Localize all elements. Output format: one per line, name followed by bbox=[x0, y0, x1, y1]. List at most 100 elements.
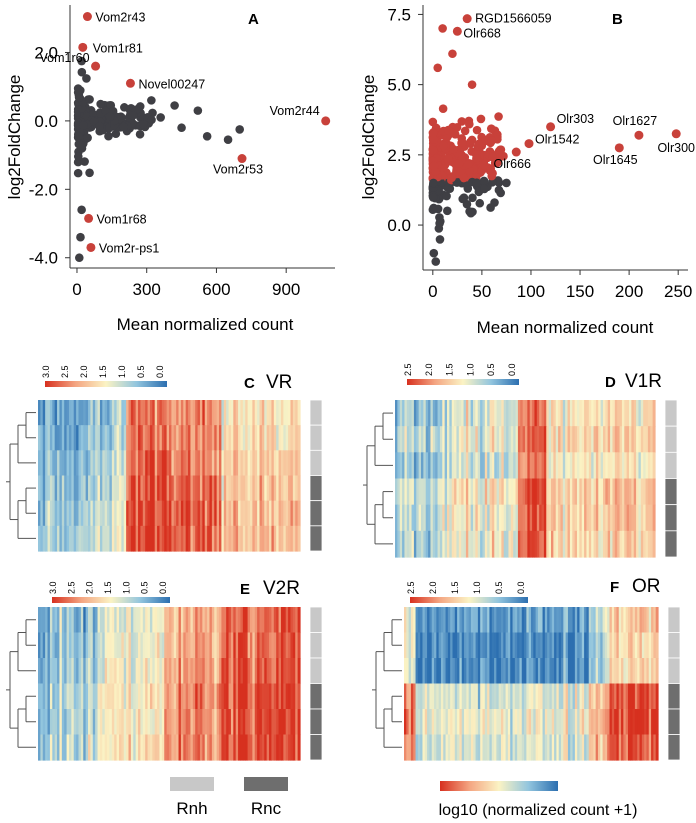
heatmap-cell bbox=[619, 400, 623, 427]
heatmap-cell bbox=[290, 734, 294, 761]
heatmap-cell bbox=[228, 709, 232, 736]
heatmap-cell bbox=[491, 504, 495, 532]
heatmap-cell bbox=[413, 683, 417, 710]
heatmap-cell bbox=[95, 632, 99, 659]
heatmap-cell bbox=[454, 683, 458, 710]
heatmap-cell bbox=[178, 425, 182, 451]
heatmap-cell bbox=[522, 504, 526, 532]
heatmap-cell bbox=[607, 607, 611, 634]
heatmap-cell bbox=[235, 500, 239, 527]
data-point bbox=[480, 184, 489, 194]
heatmap-cell bbox=[447, 400, 450, 427]
heatmap-cell bbox=[610, 478, 614, 506]
heatmap-cell bbox=[261, 607, 265, 634]
heatmap-cell bbox=[161, 632, 165, 659]
heatmap-cell bbox=[463, 478, 467, 506]
heatmap-cell bbox=[531, 734, 534, 761]
heatmap-cell bbox=[480, 426, 484, 453]
heatmap-cell bbox=[581, 452, 585, 480]
heatmap-cell bbox=[288, 400, 292, 426]
heatmap-cell bbox=[126, 400, 130, 426]
heatmap-cell bbox=[618, 658, 622, 685]
heatmap-cell bbox=[169, 400, 172, 426]
heatmap-cell bbox=[107, 632, 111, 659]
heatmap-cell bbox=[161, 658, 165, 685]
heatmap-cell bbox=[413, 734, 417, 761]
panel-b-xlabel: Mean normalized count bbox=[477, 318, 654, 337]
heatmap-cell bbox=[513, 452, 517, 480]
heatmap-cell bbox=[540, 607, 544, 634]
heatmap-cell bbox=[503, 452, 507, 480]
heatmap-cell bbox=[517, 504, 521, 532]
heatmap-cell bbox=[611, 607, 615, 634]
heatmap-cell bbox=[633, 400, 637, 427]
point-label: Olr303 bbox=[557, 112, 595, 126]
heatmap-cell bbox=[574, 504, 578, 532]
heatmap-cell bbox=[40, 632, 44, 659]
heatmap-cell bbox=[603, 426, 606, 453]
heatmap-cell bbox=[147, 450, 151, 477]
heatmap-cell bbox=[269, 632, 273, 659]
heatmap-cell bbox=[235, 632, 239, 659]
heatmap-cell bbox=[428, 452, 432, 480]
heatmap-cell bbox=[541, 426, 545, 453]
heatmap-cell bbox=[402, 452, 406, 480]
heatmap-cell bbox=[569, 400, 573, 427]
heatmap-cell bbox=[152, 475, 156, 502]
heatmap-cell bbox=[473, 709, 477, 736]
heatmap-cell bbox=[464, 709, 467, 736]
heatmap-cell bbox=[597, 607, 601, 634]
heatmap-cell bbox=[491, 709, 495, 736]
heatmap-cell bbox=[591, 426, 595, 453]
heatmap-cell bbox=[57, 632, 61, 659]
heatmap-cell bbox=[404, 607, 407, 634]
heatmap-cell bbox=[38, 525, 41, 552]
heatmap-cell bbox=[510, 658, 514, 685]
heatmap-cell bbox=[521, 709, 525, 736]
heatmap-cell bbox=[171, 425, 175, 451]
heatmap-cell bbox=[586, 478, 590, 506]
highlighted-point bbox=[125, 78, 135, 88]
heatmap-cell bbox=[625, 607, 629, 634]
heatmap-cell bbox=[242, 658, 246, 685]
heatmap-cell bbox=[600, 658, 604, 685]
heatmap-cell bbox=[480, 478, 484, 506]
heatmap-cell bbox=[632, 709, 636, 736]
heatmap-cell bbox=[641, 658, 645, 685]
heatmap-cell bbox=[609, 632, 613, 659]
data-point bbox=[73, 168, 83, 178]
heatmap-cell bbox=[517, 607, 521, 634]
heatmap-cell bbox=[118, 607, 122, 634]
heatmap-cell bbox=[438, 632, 442, 659]
data-point bbox=[475, 198, 485, 208]
heatmap-cell bbox=[276, 632, 280, 659]
heatmap-cell bbox=[632, 734, 636, 761]
heatmap-cell bbox=[464, 683, 467, 710]
heatmap-cell bbox=[102, 683, 106, 710]
heatmap-cell bbox=[233, 475, 237, 502]
heatmap-cell bbox=[190, 658, 194, 685]
heatmap-cell bbox=[109, 525, 113, 552]
heatmap-cell bbox=[399, 504, 403, 532]
heatmap-cell bbox=[126, 709, 130, 736]
heatmap-cell bbox=[610, 400, 614, 427]
heatmap-cell bbox=[126, 658, 130, 685]
heatmap-cell bbox=[543, 504, 547, 532]
heatmap-cell bbox=[257, 475, 261, 502]
heatmap-cell bbox=[641, 632, 645, 659]
heatmap-cell bbox=[600, 504, 604, 532]
heatmap-cell bbox=[178, 658, 182, 685]
heatmap-cell bbox=[510, 607, 514, 634]
heatmap-cell bbox=[45, 450, 49, 477]
heatmap-cell bbox=[90, 475, 94, 502]
data-point bbox=[177, 123, 186, 133]
data-point bbox=[502, 178, 511, 188]
heatmap-cell bbox=[169, 607, 172, 634]
heatmap-cell bbox=[442, 452, 446, 480]
heatmap-cell bbox=[42, 475, 46, 502]
heatmap-cell bbox=[406, 426, 410, 453]
heatmap-cell bbox=[520, 530, 524, 558]
heatmap-cell bbox=[47, 709, 51, 736]
heatmap-cell bbox=[235, 658, 239, 685]
heatmap-cell bbox=[202, 607, 206, 634]
